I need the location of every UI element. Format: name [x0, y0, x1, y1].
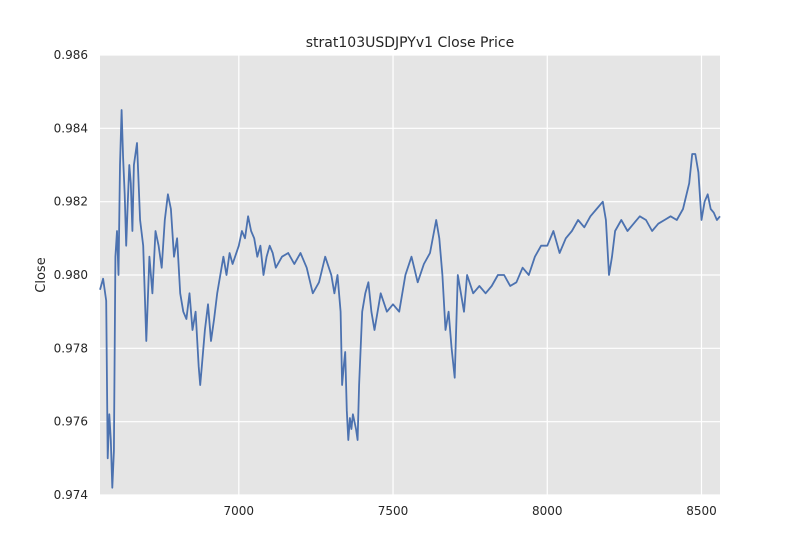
y-axis-ticks: 0.974 0.976 0.978 0.980 0.982 0.984 0.986 — [54, 48, 88, 502]
grid-lines — [100, 54, 720, 496]
x-tick-label: 7500 — [378, 504, 409, 518]
series-line — [99, 109, 721, 489]
chart-title: strat103USDJPYv1 Close Price — [306, 35, 514, 51]
y-tick-label: 0.974 — [54, 488, 88, 502]
y-axis-label: Close — [34, 257, 49, 292]
y-tick-label: 0.984 — [54, 121, 88, 135]
x-axis-ticks: 7000 7500 8000 8500 — [224, 504, 717, 518]
series-group — [99, 109, 721, 489]
y-tick-label: 0.976 — [54, 415, 88, 429]
y-tick-label: 0.986 — [54, 48, 88, 62]
x-tick-label: 8500 — [686, 504, 717, 518]
x-tick-label: 7000 — [224, 504, 255, 518]
y-tick-label: 0.980 — [54, 268, 88, 282]
x-tick-label: 8000 — [532, 504, 563, 518]
y-tick-label: 0.978 — [54, 341, 88, 355]
y-tick-label: 0.982 — [54, 195, 88, 209]
